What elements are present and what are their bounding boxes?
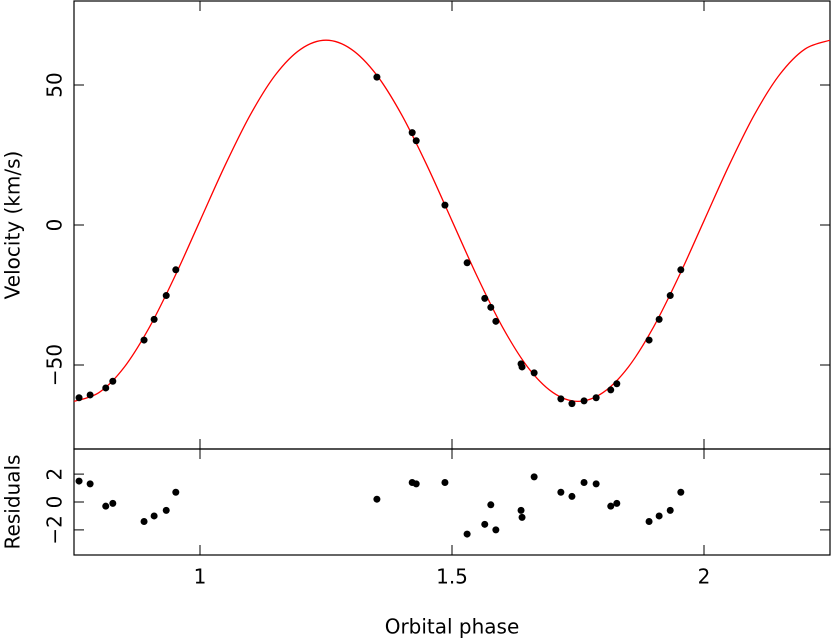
data-point bbox=[412, 137, 420, 145]
data-point bbox=[492, 317, 500, 325]
data-point bbox=[580, 397, 588, 405]
y-tick-label: −50 bbox=[43, 344, 67, 386]
data-point bbox=[86, 391, 94, 399]
y-tick-label: 0 bbox=[43, 496, 67, 509]
y-tick-label: 50 bbox=[43, 72, 67, 97]
model-curve bbox=[73, 39, 831, 403]
y-tick-label: 2 bbox=[43, 468, 67, 481]
data-point bbox=[666, 506, 674, 514]
data-point bbox=[666, 292, 674, 300]
data-point bbox=[441, 478, 449, 486]
data-point bbox=[487, 303, 495, 311]
data-point bbox=[162, 506, 170, 514]
data-point bbox=[655, 315, 663, 323]
data-point bbox=[109, 499, 117, 507]
data-point bbox=[150, 315, 158, 323]
data-point bbox=[613, 380, 621, 388]
data-point bbox=[481, 294, 489, 302]
data-point bbox=[172, 488, 180, 496]
data-point bbox=[109, 377, 117, 385]
data-point bbox=[75, 477, 83, 485]
data-point bbox=[580, 478, 588, 486]
data-point bbox=[481, 520, 489, 528]
data-point bbox=[487, 501, 495, 509]
data-point bbox=[150, 512, 158, 520]
data-point bbox=[677, 488, 685, 496]
data-point bbox=[645, 336, 653, 344]
data-point bbox=[463, 259, 471, 267]
y-axis-label: Residuals bbox=[1, 455, 25, 550]
data-point bbox=[492, 526, 500, 534]
data-point bbox=[557, 395, 565, 403]
data-point bbox=[592, 394, 600, 402]
data-point bbox=[463, 530, 471, 538]
x-tick-label: 1.5 bbox=[436, 565, 468, 589]
y-tick-label: 0 bbox=[43, 219, 67, 232]
data-point bbox=[373, 495, 381, 503]
data-point bbox=[102, 502, 110, 510]
plot-frame bbox=[73, 0, 831, 450]
data-point bbox=[530, 473, 538, 481]
data-point bbox=[557, 488, 565, 496]
data-point bbox=[517, 506, 525, 514]
data-point bbox=[373, 73, 381, 81]
plot-frame bbox=[73, 448, 831, 556]
data-point bbox=[412, 480, 420, 488]
data-point bbox=[518, 513, 526, 521]
data-point bbox=[408, 129, 416, 137]
data-point bbox=[75, 394, 83, 402]
data-point bbox=[568, 492, 576, 500]
data-point bbox=[140, 336, 148, 344]
data-point bbox=[645, 518, 653, 526]
data-point bbox=[607, 502, 615, 510]
data-point bbox=[655, 512, 663, 520]
data-point bbox=[607, 386, 615, 394]
data-point bbox=[441, 201, 449, 209]
data-point bbox=[86, 480, 94, 488]
data-point bbox=[518, 363, 526, 371]
data-point bbox=[613, 499, 621, 507]
y-axis-label: Velocity (km/s) bbox=[1, 151, 25, 300]
data-point bbox=[568, 400, 576, 408]
x-axis-label: Orbital phase bbox=[385, 615, 520, 639]
x-tick-label: 2 bbox=[698, 565, 711, 589]
data-point bbox=[102, 384, 110, 392]
x-tick-label: 1 bbox=[194, 565, 207, 589]
data-point bbox=[677, 266, 685, 274]
data-point bbox=[162, 292, 170, 300]
y-tick-label: −2 bbox=[43, 515, 67, 544]
data-point bbox=[592, 480, 600, 488]
data-point bbox=[172, 266, 180, 274]
data-point bbox=[530, 369, 538, 377]
data-point bbox=[140, 518, 148, 526]
